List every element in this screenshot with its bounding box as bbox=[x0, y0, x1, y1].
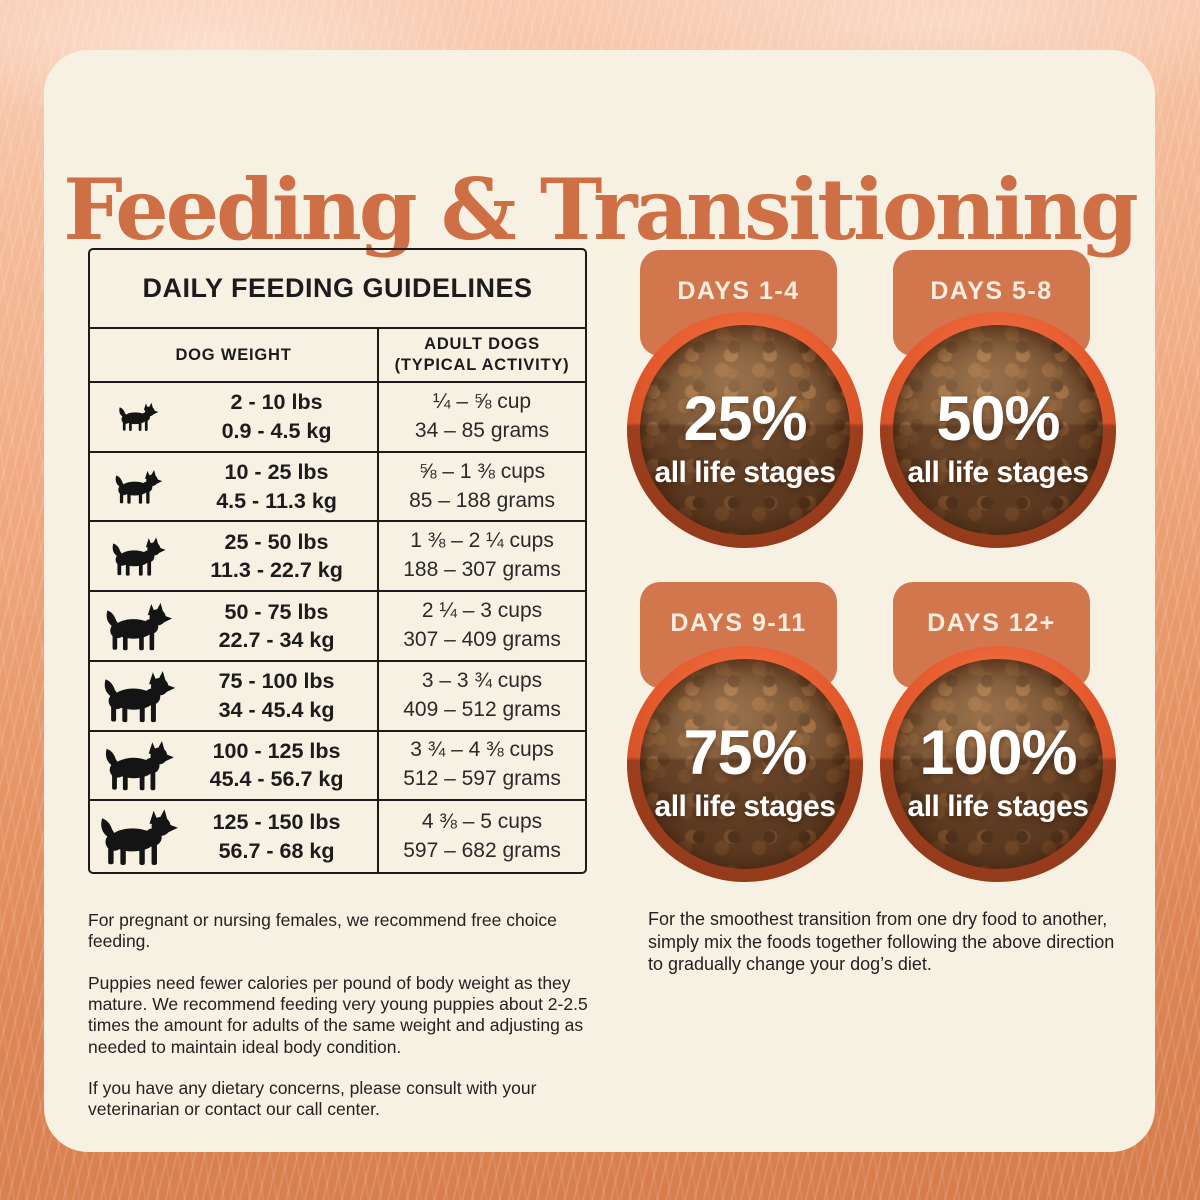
transition-note: For the smoothest transition from one dr… bbox=[648, 909, 1115, 975]
amount-cell: 3 – 3 ¾ cups 409 – 512 grams bbox=[403, 667, 561, 725]
table-row: 75 - 100 lbs 34 - 45.4 kg 3 – 3 ¾ cups 4… bbox=[90, 661, 585, 732]
weight-lbs: 2 - 10 lbs bbox=[230, 390, 323, 415]
typical-activity-label: (TYPICAL ACTIVITY) bbox=[394, 356, 570, 374]
weight-cell: 10 - 25 lbs 4.5 - 11.3 kg bbox=[186, 458, 377, 515]
amount-grams: 409 – 512 grams bbox=[403, 697, 561, 721]
great-dane-icon bbox=[101, 668, 176, 724]
amount-grams: 597 – 682 grams bbox=[403, 838, 561, 862]
weight-kg: 56.7 - 68 kg bbox=[218, 838, 335, 863]
adult-dogs-label: ADULT DOGS bbox=[424, 335, 540, 354]
table-row: 25 - 50 lbs 11.3 - 22.7 kg 1 ⅜ – 2 ¼ cup… bbox=[90, 522, 585, 593]
kibble-bowl: 50% all life stages bbox=[880, 312, 1116, 548]
weight-kg: 22.7 - 34 kg bbox=[218, 627, 335, 652]
days-range-label: DAYS 9-11 bbox=[670, 609, 807, 637]
amount-cups: 2 ¼ – 3 cups bbox=[421, 598, 543, 622]
table-column-headers: DOG WEIGHT ADULT DOGS (TYPICAL ACTIVITY) bbox=[90, 329, 585, 383]
table-row: 125 - 150 lbs 56.7 - 68 kg 4 ⅜ – 5 cups … bbox=[90, 801, 585, 872]
weight-cell: 25 - 50 lbs 11.3 - 22.7 kg bbox=[186, 528, 377, 585]
life-stages-caption: all life stages bbox=[654, 456, 836, 489]
amount-cell: 3 ¾ – 4 ⅜ cups 512 – 597 grams bbox=[403, 736, 561, 794]
weight-cell: 50 - 75 lbs 22.7 - 34 kg bbox=[186, 598, 377, 655]
page-title: Feeding & Transitioning bbox=[63, 160, 1139, 260]
kibble-bowl: 25% all life stages bbox=[627, 312, 863, 548]
table-row: 2 - 10 lbs 0.9 - 4.5 kg ¼ – ⅝ cup 34 – 8… bbox=[90, 383, 585, 453]
weight-kg: 45.4 - 56.7 kg bbox=[209, 767, 344, 792]
papillon-icon bbox=[110, 535, 166, 577]
amount-cups: ¼ – ⅝ cup bbox=[433, 389, 532, 413]
days-range-label: DAYS 1-4 bbox=[677, 277, 800, 305]
weight-lbs: 50 - 75 lbs bbox=[224, 599, 329, 624]
table-title: DAILY FEEDING GUIDELINES bbox=[90, 250, 585, 329]
amount-cups: 4 ⅜ – 5 cups bbox=[421, 809, 543, 833]
feeding-footnotes: For pregnant or nursing females, we reco… bbox=[88, 910, 600, 1141]
amount-cell: 2 ¼ – 3 cups 307 – 409 grams bbox=[403, 597, 561, 655]
french-bulldog-icon bbox=[113, 468, 163, 505]
weight-kg: 11.3 - 22.7 kg bbox=[210, 558, 343, 583]
table-row: 50 - 75 lbs 22.7 - 34 kg 2 ¼ – 3 cups 30… bbox=[90, 592, 585, 662]
life-stages-caption: all life stages bbox=[654, 790, 836, 823]
weight-cell: 2 - 10 lbs 0.9 - 4.5 kg bbox=[186, 388, 377, 445]
weight-kg: 34 - 45.4 kg bbox=[218, 697, 335, 722]
chihuahua-icon bbox=[117, 401, 159, 432]
amount-cell: 4 ⅜ – 5 cups 597 – 682 grams bbox=[403, 808, 561, 866]
amount-grams: 307 – 409 grams bbox=[403, 627, 561, 651]
labrador-icon bbox=[102, 738, 175, 792]
days-range-label: DAYS 5-8 bbox=[930, 277, 1053, 305]
days-range-label: DAYS 12+ bbox=[927, 609, 1056, 637]
weight-lbs: 25 - 50 lbs bbox=[224, 529, 329, 554]
weight-lbs: 100 - 125 lbs bbox=[212, 738, 341, 763]
amount-cell: 1 ⅜ – 2 ¼ cups 188 – 307 grams bbox=[403, 527, 561, 585]
mix-percent: 75% bbox=[683, 718, 807, 788]
amount-cell: ¼ – ⅝ cup 34 – 85 grams bbox=[415, 388, 549, 446]
weight-lbs: 10 - 25 lbs bbox=[224, 460, 329, 485]
weight-cell: 75 - 100 lbs 34 - 45.4 kg bbox=[186, 667, 377, 724]
weight-kg: 0.9 - 4.5 kg bbox=[221, 418, 332, 443]
newfoundland-icon bbox=[97, 806, 179, 867]
weight-kg: 4.5 - 11.3 kg bbox=[216, 488, 337, 513]
footnote-pregnant: For pregnant or nursing females, we reco… bbox=[88, 910, 557, 952]
weight-cell: 125 - 150 lbs 56.7 - 68 kg bbox=[186, 808, 377, 865]
column-header-adult-dogs: ADULT DOGS (TYPICAL ACTIVITY) bbox=[379, 329, 585, 381]
german-shepherd-icon bbox=[103, 600, 173, 652]
amount-cups: ⅝ – 1 ⅜ cups bbox=[419, 459, 546, 483]
kibble-bowl: 75% all life stages bbox=[627, 646, 863, 882]
amount-cell: ⅝ – 1 ⅜ cups 85 – 188 grams bbox=[409, 458, 555, 516]
table-row: 10 - 25 lbs 4.5 - 11.3 kg ⅝ – 1 ⅜ cups 8… bbox=[90, 452, 585, 523]
footnote-puppies: Puppies need fewer calories per pound of… bbox=[88, 972, 588, 1057]
amount-cups: 3 – 3 ¾ cups bbox=[421, 668, 543, 692]
mix-percent: 100% bbox=[919, 718, 1077, 788]
amount-grams: 188 – 307 grams bbox=[403, 558, 561, 582]
amount-cups: 1 ⅜ – 2 ¼ cups bbox=[410, 529, 554, 553]
table-row: 100 - 125 lbs 45.4 - 56.7 kg 3 ¾ – 4 ⅜ c… bbox=[90, 731, 585, 802]
amount-grams: 512 – 597 grams bbox=[403, 767, 561, 791]
weight-cell: 100 - 125 lbs 45.4 - 56.7 kg bbox=[186, 737, 377, 794]
kibble-bowl: 100% all life stages bbox=[880, 646, 1116, 882]
footnote-dietary: If you have any dietary concerns, please… bbox=[88, 1078, 537, 1120]
amount-cups: 3 ¾ – 4 ⅜ cups bbox=[410, 738, 554, 762]
weight-lbs: 125 - 150 lbs bbox=[212, 810, 341, 835]
weight-lbs: 75 - 100 lbs bbox=[218, 669, 335, 694]
mix-percent: 50% bbox=[936, 384, 1060, 454]
column-header-dog-weight: DOG WEIGHT bbox=[90, 329, 380, 381]
mix-percent: 25% bbox=[683, 384, 807, 454]
amount-grams: 85 – 188 grams bbox=[409, 488, 556, 512]
life-stages-caption: all life stages bbox=[907, 456, 1089, 489]
feeding-table: DAILY FEEDING GUIDELINES DOG WEIGHT ADUL… bbox=[88, 248, 587, 874]
life-stages-caption: all life stages bbox=[907, 790, 1089, 823]
amount-grams: 34 – 85 grams bbox=[414, 418, 550, 442]
